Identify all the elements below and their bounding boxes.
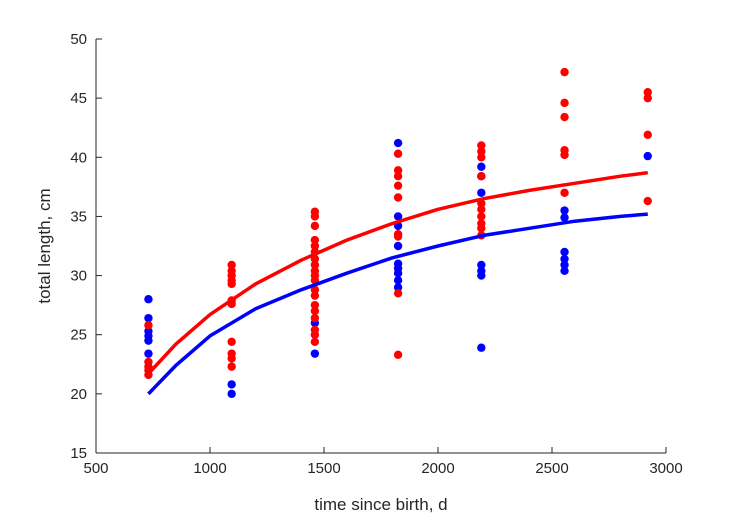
data-point xyxy=(393,289,403,298)
data-point xyxy=(393,149,403,158)
data-point xyxy=(393,138,403,148)
data-point xyxy=(144,295,153,304)
x-tick-label: 500 xyxy=(83,460,108,477)
data-point xyxy=(310,330,320,339)
data-point xyxy=(227,260,236,270)
y-tick-label: 25 xyxy=(70,327,87,344)
data-point xyxy=(393,350,403,360)
data-point xyxy=(393,181,403,190)
x-tick-label: 1500 xyxy=(307,460,340,477)
data-point xyxy=(643,93,652,103)
x-axis-label: time since birth, d xyxy=(314,495,447,514)
plot-area xyxy=(144,67,652,399)
y-tick-label: 35 xyxy=(70,208,87,225)
data-point xyxy=(477,271,486,280)
data-point xyxy=(227,337,236,347)
data-point xyxy=(144,321,153,330)
data-point xyxy=(227,279,236,289)
data-point xyxy=(477,212,486,221)
data-point xyxy=(227,389,236,399)
data-point xyxy=(310,235,320,245)
data-point xyxy=(310,221,320,231)
fit-curve-1 xyxy=(147,170,649,375)
data-point xyxy=(227,354,236,363)
data-point xyxy=(477,172,486,181)
data-point xyxy=(393,283,403,292)
data-point xyxy=(393,193,403,202)
data-point xyxy=(560,254,569,264)
data-point xyxy=(477,153,486,162)
data-point xyxy=(560,98,569,108)
data-point xyxy=(560,150,569,160)
data-point xyxy=(393,241,403,251)
data-point xyxy=(560,260,569,270)
data-point xyxy=(560,266,569,276)
data-point xyxy=(144,313,153,323)
data-point xyxy=(310,212,320,221)
data-point xyxy=(477,260,486,270)
x-tick-label: 3000 xyxy=(649,460,682,477)
data-point xyxy=(560,247,569,257)
y-axis-label: total length, cm xyxy=(35,188,54,303)
y-tick-label: 50 xyxy=(70,31,87,48)
data-point xyxy=(643,196,652,206)
data-point xyxy=(393,276,403,285)
data-point xyxy=(477,343,486,352)
x-tick-label: 1000 xyxy=(193,460,226,477)
y-tick-label: 45 xyxy=(70,90,87,107)
y-tick-label: 20 xyxy=(70,386,87,403)
data-point xyxy=(310,337,320,347)
y-tick-label: 40 xyxy=(70,149,87,166)
data-point xyxy=(393,212,403,221)
data-point xyxy=(643,130,652,140)
data-point xyxy=(227,380,236,389)
data-point xyxy=(144,349,153,358)
data-point xyxy=(393,269,403,278)
data-point xyxy=(477,205,486,214)
data-point xyxy=(393,166,403,175)
data-point xyxy=(310,300,320,310)
data-point xyxy=(477,162,486,171)
data-point xyxy=(393,172,403,181)
data-point xyxy=(144,336,153,345)
x-tick-label: 2000 xyxy=(421,460,454,477)
data-point xyxy=(310,306,320,316)
data-point xyxy=(643,88,652,97)
data-point xyxy=(310,260,320,270)
x-tick-label: 2500 xyxy=(535,460,568,477)
data-point xyxy=(477,141,486,150)
data-point xyxy=(643,151,652,161)
data-point xyxy=(477,188,486,197)
data-point xyxy=(560,206,569,215)
data-point xyxy=(310,291,320,300)
data-point xyxy=(477,147,486,156)
data-point xyxy=(560,67,569,77)
data-point xyxy=(560,213,569,222)
y-tick-label: 15 xyxy=(70,445,87,462)
data-point xyxy=(310,241,320,251)
data-point xyxy=(310,285,320,294)
y-tick-label: 30 xyxy=(70,268,87,285)
data-point xyxy=(560,112,569,122)
data-point xyxy=(560,188,569,197)
data-point xyxy=(393,232,403,241)
data-point xyxy=(310,349,320,358)
data-point xyxy=(227,362,236,371)
data-point xyxy=(477,224,486,233)
axes: 500 1000 1500 2000 2500 3000 15 20 25 30 35 40 45 50 xyxy=(70,31,682,477)
fit-curve-0 xyxy=(147,212,648,396)
data-point xyxy=(310,313,320,323)
